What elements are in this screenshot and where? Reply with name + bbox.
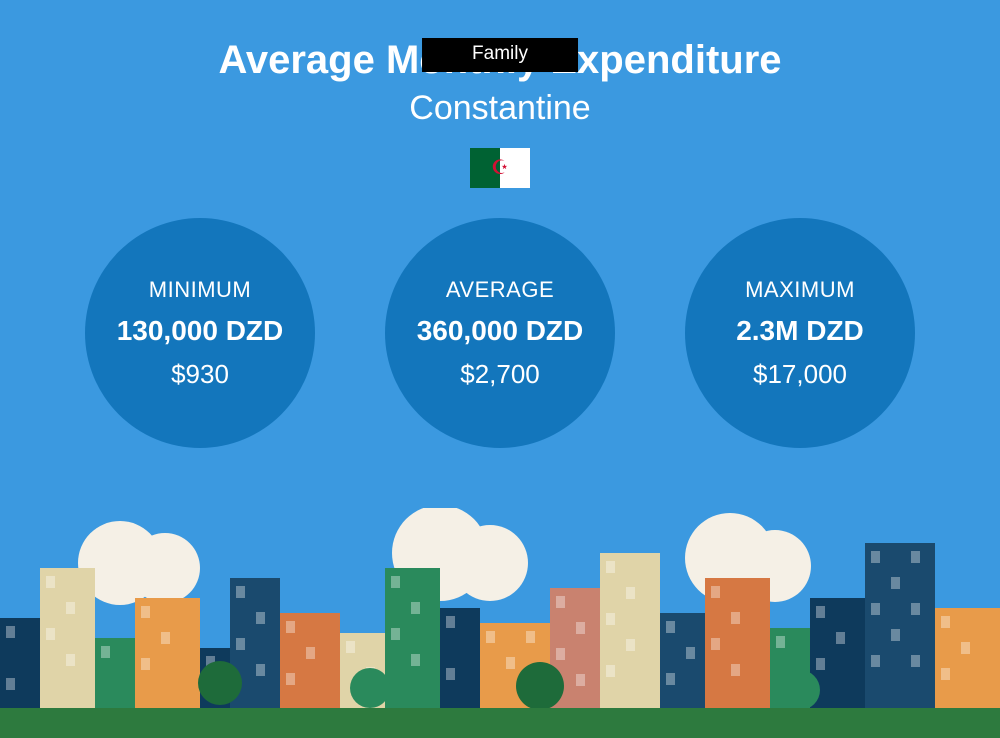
stat-amount: 2.3M DZD <box>736 315 864 347</box>
stat-label: AVERAGE <box>446 277 554 303</box>
stats-row: MINIMUM 130,000 DZD $930 AVERAGE 360,000… <box>0 218 1000 448</box>
tab-label: Family <box>472 43 528 64</box>
stat-usd: $930 <box>171 359 229 390</box>
stat-circle-minimum: MINIMUM 130,000 DZD $930 <box>85 218 315 448</box>
stat-amount: 360,000 DZD <box>417 315 584 347</box>
cityscape-illustration <box>0 508 1000 738</box>
stat-amount: 130,000 DZD <box>117 315 284 347</box>
stat-label: MAXIMUM <box>745 277 855 303</box>
country-flag-icon: ☪ <box>470 148 530 188</box>
stat-usd: $17,000 <box>753 359 847 390</box>
stat-circle-maximum: MAXIMUM 2.3M DZD $17,000 <box>685 218 915 448</box>
stat-circle-average: AVERAGE 360,000 DZD $2,700 <box>385 218 615 448</box>
category-tab[interactable]: Family <box>422 38 578 72</box>
stat-label: MINIMUM <box>149 277 251 303</box>
stat-usd: $2,700 <box>460 359 540 390</box>
location-subtitle: Constantine <box>0 89 1000 128</box>
